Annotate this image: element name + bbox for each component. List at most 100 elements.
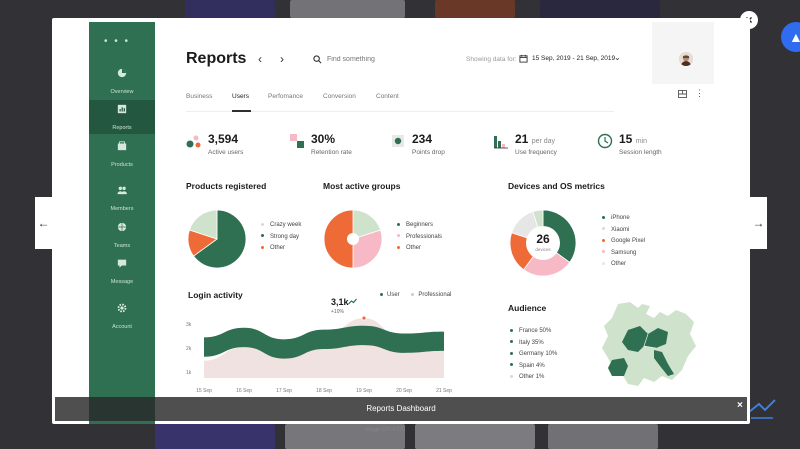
tab-divider [186, 111, 614, 112]
page-title: Reports [186, 50, 247, 67]
pie-hole [526, 226, 560, 260]
legend-item: Other 1% [510, 374, 557, 386]
date-range-picker[interactable]: 15 Sep, 2019 - 21 Sep, 2019 [532, 55, 616, 62]
legend-item: Other [397, 245, 442, 257]
groups-legend: Beginners Professionals Other [397, 222, 442, 257]
login-highlight-delta: +10% [331, 309, 344, 315]
legend-item: Professionals [397, 234, 442, 246]
stat-value: 30% [311, 132, 336, 146]
calendar-icon [519, 54, 528, 63]
x-tick-label: 18 Sep [316, 388, 332, 394]
caption-title: Reports Dashboard [366, 404, 436, 413]
devices-donut-chart [509, 209, 577, 277]
clock-icon [597, 133, 613, 149]
tab-content[interactable]: Content [376, 93, 399, 100]
sidebar-item-overview[interactable]: Overview [89, 64, 155, 98]
x-tick-label: 16 Sep [236, 388, 252, 394]
next-period-button[interactable]: › [280, 52, 284, 66]
sidebar-item-label: Reports [112, 125, 132, 131]
watermark-logo-icon [748, 399, 776, 419]
legend-item: Xiaomi [602, 227, 645, 239]
legend-item: Other [602, 261, 645, 273]
tab-conversion[interactable]: Conversion [323, 93, 356, 100]
legend-item: Beginners [397, 222, 442, 234]
chart-icon [117, 104, 127, 114]
lightbox-prev-button[interactable]: ← [35, 197, 52, 249]
devices-center-value: 26 [536, 232, 550, 246]
sidebar: • • • Overview Reports Products Members … [89, 22, 155, 424]
pie-slice [542, 209, 577, 263]
pie-slice [192, 209, 247, 269]
gear-icon [117, 303, 127, 313]
stat-label: Use frequency [515, 149, 557, 156]
sidebar-item-products[interactable]: Products [89, 137, 155, 171]
dots-cluster-icon [186, 135, 201, 148]
legend-item: Germany 10% [510, 351, 557, 363]
stat-value: 3,594 [208, 132, 239, 146]
legend-item: Crazy week [261, 222, 301, 234]
y-tick-label: 2k [186, 346, 192, 352]
lightbox-next-button[interactable]: → [750, 197, 767, 249]
sidebar-item-teams[interactable]: Teams [89, 218, 155, 252]
products-registered-title: Products registered [186, 181, 267, 191]
chat-icon[interactable]: ▲ [781, 22, 800, 52]
devices-center-label: devices [535, 247, 551, 252]
prev-period-button[interactable]: ‹ [258, 52, 262, 66]
caption-bar: Reports Dashboard × [55, 397, 747, 421]
legend-item: User [380, 292, 400, 298]
x-tick-label: 19 Sep [356, 388, 372, 394]
more-options-icon[interactable]: ⋮ [695, 88, 704, 98]
layout-icon[interactable] [678, 90, 687, 98]
menu-dots-icon[interactable]: • • • [104, 36, 131, 47]
legend-item: Strong day [261, 234, 301, 246]
chevron-down-icon[interactable]: ⌄ [614, 53, 621, 62]
x-tick-label: 21 Sep [436, 388, 452, 394]
legend-item: Professional [411, 292, 451, 298]
stat-label: Retention rate [311, 149, 352, 156]
sidebar-item-label: Teams [113, 243, 131, 249]
x-tick-label: 20 Sep [396, 388, 412, 394]
stat-value: 234 [412, 132, 433, 146]
pie-slice [352, 209, 382, 240]
caption-close-button[interactable]: × [737, 400, 743, 411]
audience-legend: France 50% Italy 35% Germany 10% Spain 4… [510, 328, 557, 386]
y-tick-label: 1k [186, 370, 192, 376]
stat-unit: min [635, 138, 647, 145]
pie-slice [323, 209, 354, 269]
sidebar-item-label: Message [110, 279, 134, 285]
target-square-icon [392, 135, 404, 147]
sidebar-item-label: Overview [110, 89, 134, 95]
sidebar-item-message[interactable]: Message [89, 254, 155, 288]
audience-title: Audience [508, 303, 547, 313]
search-input[interactable] [327, 53, 437, 65]
users-icon [117, 186, 127, 195]
login-activity-title: Login activity [188, 290, 243, 300]
most-active-groups-title: Most active groups [323, 181, 401, 191]
login-highlight-value: 3,1k [331, 297, 349, 307]
stat-value: 15 [619, 132, 633, 146]
tab-performance[interactable]: Perfomance [268, 93, 304, 100]
avatar[interactable] [679, 52, 693, 66]
globe-icon [117, 222, 127, 232]
bar-chart-icon [494, 136, 508, 149]
europe-map [602, 302, 696, 386]
tab-users[interactable]: Users [232, 93, 249, 100]
tab-business[interactable]: Business [186, 93, 213, 100]
stat-value: 21 [515, 132, 529, 146]
legend-item: France 50% [510, 328, 557, 340]
devices-legend: iPhone Xiaomi Google Pixel Samsung Other [602, 215, 645, 273]
trend-up-icon [348, 298, 357, 305]
squares-icon [290, 134, 304, 148]
stat-label: Points drop [412, 149, 445, 156]
sidebar-item-label: Account [112, 324, 132, 330]
sidebar-item-account[interactable]: Account [89, 299, 155, 333]
sidebar-item-members[interactable]: Members [89, 181, 155, 215]
legend-item: Other [261, 245, 301, 257]
legend-item: Samsung [602, 250, 645, 262]
series-area-user [204, 325, 444, 359]
legend-item: iPhone [602, 215, 645, 227]
sidebar-item-reports[interactable]: Reports [89, 100, 155, 134]
legend-item: Italy 35% [510, 340, 557, 352]
box-icon [117, 141, 127, 151]
products-registered-chart [187, 209, 247, 269]
